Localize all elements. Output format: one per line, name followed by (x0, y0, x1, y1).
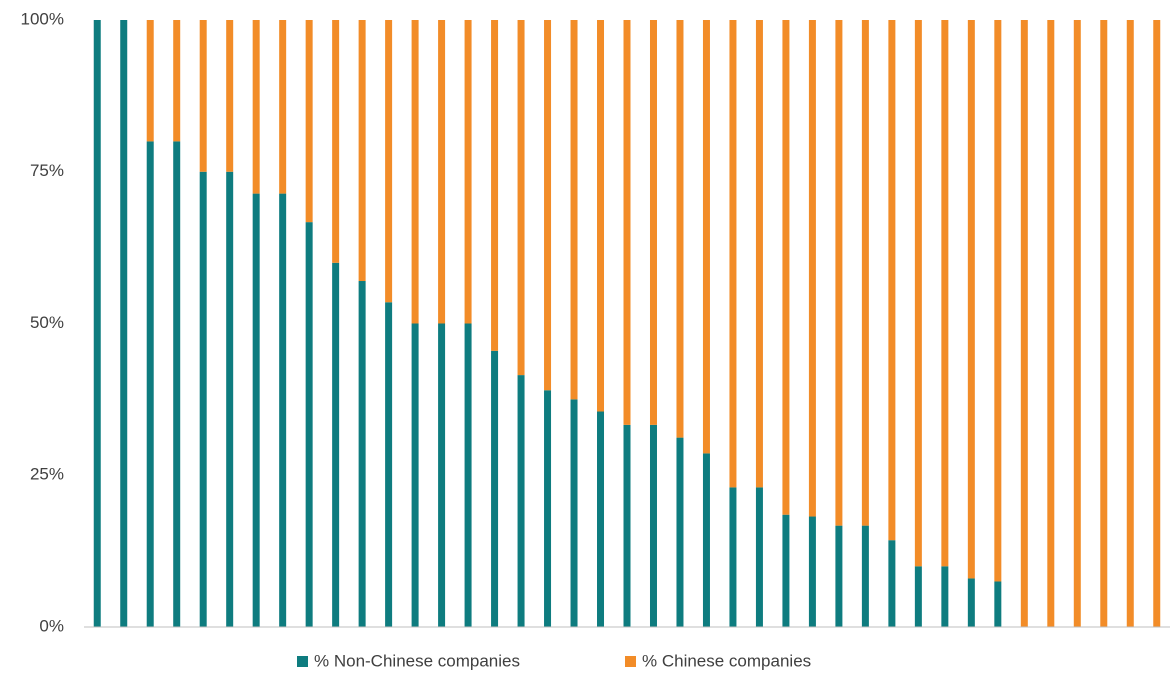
bar-segment (835, 525, 843, 627)
bar-segment (729, 487, 737, 627)
bar-segment (146, 141, 154, 627)
bar-segment (305, 222, 313, 628)
bar-segment (967, 20, 975, 579)
legend-label: % Non-Chinese companies (314, 651, 520, 670)
bar-segment (861, 525, 869, 627)
bar-segment (173, 141, 181, 627)
bar-segment (146, 20, 154, 142)
bar-segment (544, 20, 552, 391)
bar-segment (1100, 20, 1108, 627)
bar-segment (544, 390, 552, 627)
bar-segment (597, 20, 605, 412)
legend-swatch (297, 656, 308, 667)
bar-segment (1153, 20, 1161, 627)
bar-segment (941, 566, 949, 627)
y-tick-label: 0% (39, 616, 64, 635)
bar-segment (755, 20, 763, 488)
bar-segment (411, 20, 419, 324)
bar-segment (491, 350, 499, 627)
bar-segment (438, 323, 446, 627)
bar-segment (279, 193, 287, 628)
y-tick-label: 75% (30, 161, 64, 180)
bar-segment (570, 20, 578, 400)
bar-segment (755, 487, 763, 627)
legend-swatch (625, 656, 636, 667)
bar-segment (782, 20, 790, 515)
bar-segment (1020, 20, 1028, 627)
bar-segment (173, 20, 181, 142)
bar-segment (438, 20, 446, 324)
y-tick-label: 100% (21, 9, 64, 28)
y-tick-label: 50% (30, 313, 64, 332)
bar-segment (332, 262, 340, 627)
bar-segment (332, 20, 340, 263)
bar-segment (570, 399, 578, 627)
bar-segment (967, 578, 975, 627)
bar-segment (252, 193, 260, 628)
bar-segment (835, 20, 843, 526)
bar-segment (623, 20, 631, 425)
bar-segment (411, 323, 419, 627)
bar-segment (676, 20, 684, 438)
legend-label: % Chinese companies (642, 651, 811, 670)
bar-segment (702, 453, 710, 627)
bar-segment (120, 20, 128, 627)
bar-segment (808, 516, 816, 627)
bar-segment (861, 20, 869, 526)
bar-segment (358, 281, 366, 627)
bar-segment (676, 437, 684, 627)
bar-segment (358, 20, 366, 282)
bar-segment (491, 20, 499, 351)
bar-segment (649, 424, 657, 627)
bar-segment (941, 20, 949, 567)
bar-segment (729, 20, 737, 488)
bar-segment (93, 20, 101, 627)
bar-segment (914, 20, 922, 567)
bar-segment (305, 20, 313, 223)
bar-segment (597, 411, 605, 627)
bar-segment (464, 323, 472, 627)
bar-segment (649, 20, 657, 425)
bar-segment (914, 566, 922, 627)
bar-segment (517, 20, 525, 376)
bar-segment (808, 20, 816, 517)
bar-segment (994, 581, 1002, 627)
bar-segment (994, 20, 1002, 582)
bar-segment (226, 20, 234, 172)
bar-segment (385, 20, 393, 303)
bar-segment (517, 375, 525, 627)
y-tick-label: 25% (30, 465, 64, 484)
bar-segment (1126, 20, 1134, 627)
bar-segment (199, 20, 207, 172)
bar-segment (623, 424, 631, 627)
bar-segment (226, 171, 234, 627)
bar-segment (782, 514, 790, 627)
bar-segment (888, 540, 896, 627)
bar-segment (464, 20, 472, 324)
bar-segment (279, 20, 287, 194)
bar-segment (252, 20, 260, 194)
bar-segment (1047, 20, 1055, 627)
bar-segment (199, 171, 207, 627)
bar-segment (888, 20, 896, 541)
bar-segment (1073, 20, 1081, 627)
bar-segment (385, 302, 393, 627)
bar-segment (702, 20, 710, 454)
